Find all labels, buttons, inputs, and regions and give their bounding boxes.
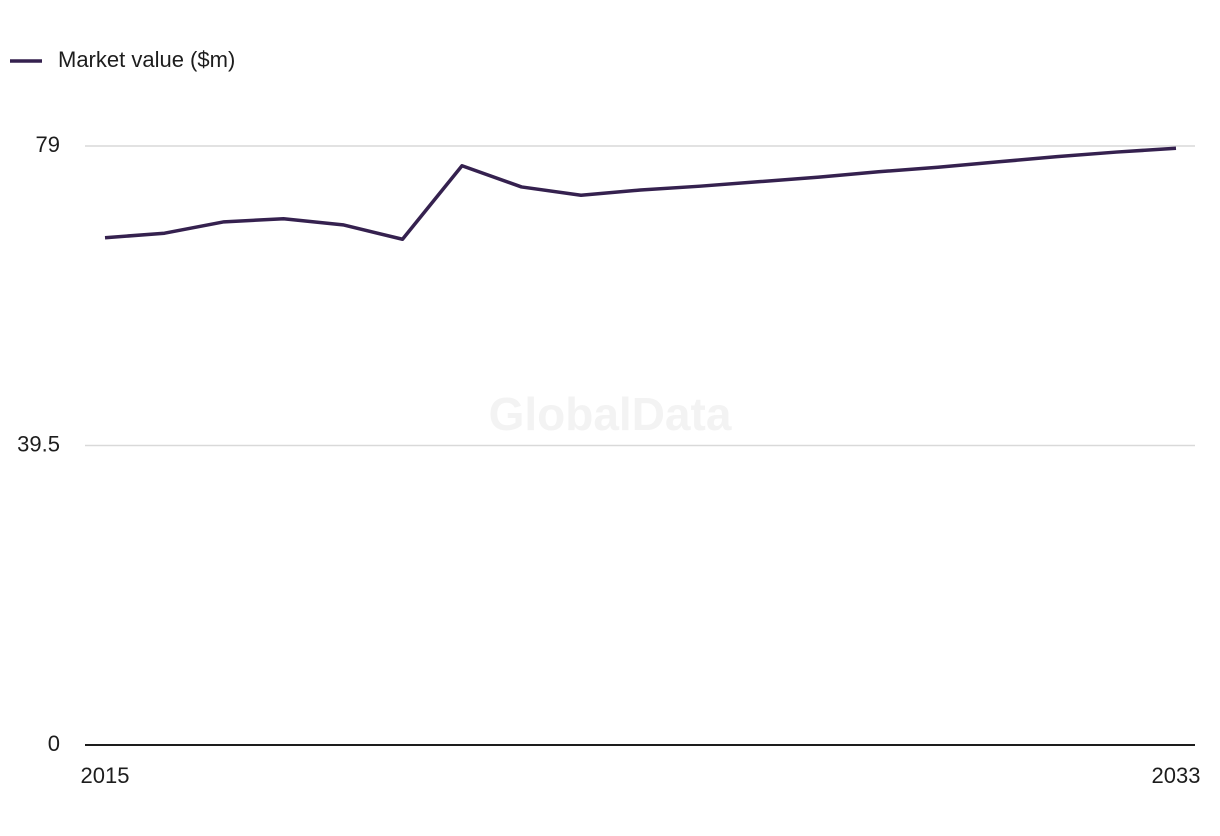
- y-tick-label: 0: [48, 731, 60, 756]
- x-tick-label: 2033: [1152, 763, 1201, 788]
- y-tick-label: 79: [36, 132, 60, 157]
- series-line: [104, 146, 1177, 242]
- legend-label: Market value ($m): [58, 47, 235, 72]
- x-tick-label: 2015: [81, 763, 130, 788]
- y-tick-label: 39.5: [17, 431, 60, 456]
- watermark: GlobalData: [489, 388, 732, 440]
